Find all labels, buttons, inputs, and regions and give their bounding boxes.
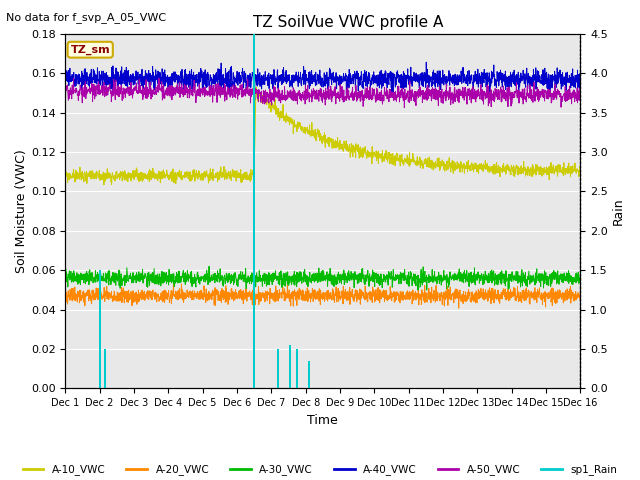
Y-axis label: Rain: Rain: [612, 197, 625, 225]
Y-axis label: Soil Moisture (VWC): Soil Moisture (VWC): [15, 149, 28, 273]
Bar: [104, 349, 106, 388]
Legend: A-10_VWC, A-20_VWC, A-30_VWC, A-40_VWC, A-50_VWC, sp1_Rain: A-10_VWC, A-20_VWC, A-30_VWC, A-40_VWC, …: [19, 460, 621, 480]
Text: No data for f_svp_A_05_VWC: No data for f_svp_A_05_VWC: [6, 12, 166, 23]
Bar: [289, 345, 291, 388]
Bar: [253, 34, 255, 388]
X-axis label: Time: Time: [307, 414, 338, 427]
Text: TZ_sm: TZ_sm: [70, 45, 110, 55]
Bar: [277, 349, 279, 388]
Bar: [308, 361, 310, 388]
Bar: [99, 270, 100, 388]
Title: TZ SoilVue VWC profile A: TZ SoilVue VWC profile A: [253, 15, 444, 30]
Bar: [296, 349, 298, 388]
